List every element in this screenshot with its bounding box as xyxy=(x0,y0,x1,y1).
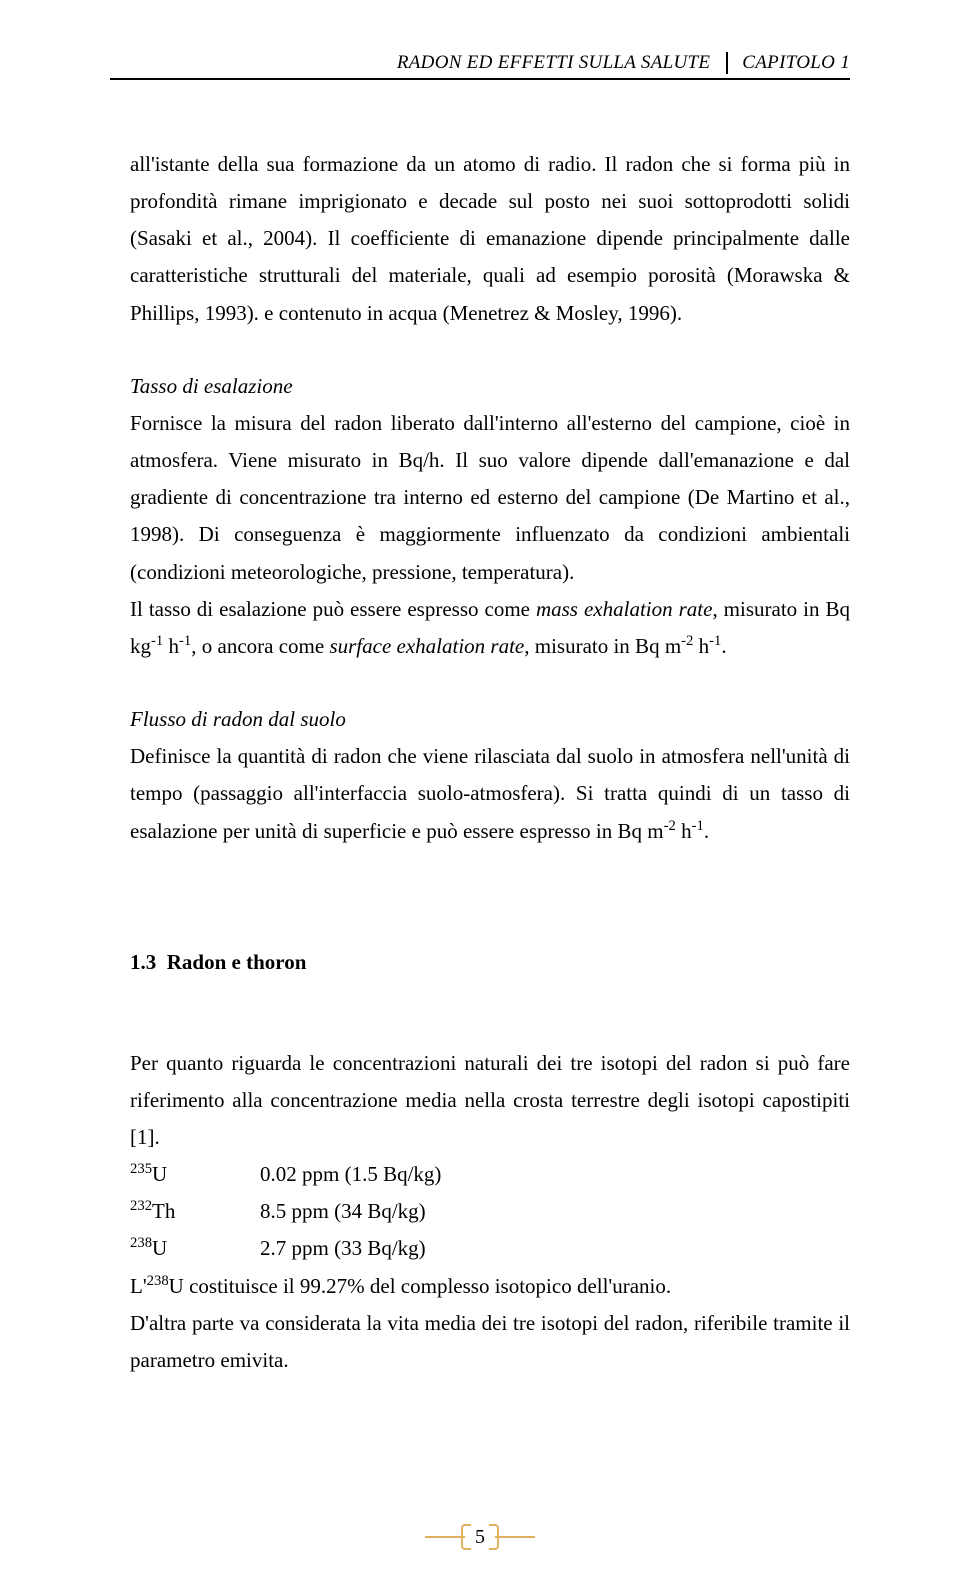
section-number: 1.3 xyxy=(130,950,156,974)
mass-number: 232 xyxy=(130,1198,152,1214)
isotope-value: 2.7 ppm (33 Bq/kg) xyxy=(260,1230,850,1267)
section-heading: 1.3 Radon e thoron xyxy=(130,950,850,975)
isotope-value: 0.02 ppm (1.5 Bq/kg) xyxy=(260,1156,850,1193)
element: U xyxy=(152,1162,167,1186)
superscript: -2 xyxy=(664,818,676,834)
mass-number: 238 xyxy=(130,1235,152,1251)
isotope-symbol: 232Th xyxy=(130,1193,260,1230)
page-number: 5 xyxy=(475,1526,485,1549)
text-fragment: h xyxy=(163,634,179,658)
italic-term: surface exhalation rate xyxy=(329,634,524,658)
page-header: RADON ED EFFETTI SULLA SALUTE CAPITOLO 1 xyxy=(130,52,850,74)
body-text: Fornisce la misura del radon liberato da… xyxy=(130,405,850,591)
subheading: Flusso di radon dal suolo xyxy=(130,701,850,738)
body-text: Il tasso di esalazione può essere espres… xyxy=(130,591,850,665)
body-text: D'altra parte va considerata la vita med… xyxy=(130,1305,850,1379)
superscript: -1 xyxy=(692,818,704,834)
superscript: -1 xyxy=(179,633,191,649)
body-text: Definisce la quantità di radon che viene… xyxy=(130,738,850,849)
mass-number: 235 xyxy=(130,1161,152,1177)
text-fragment: . xyxy=(704,819,709,843)
paragraph-block-3: Flusso di radon dal suolo Definisce la q… xyxy=(130,701,850,850)
header-section-title: RADON ED EFFETTI SULLA SALUTE xyxy=(397,52,710,74)
mass-number: 238 xyxy=(147,1273,169,1289)
isotope-symbol: 235U xyxy=(130,1156,260,1193)
paragraph-block-1: all'istante della sua formazione da un a… xyxy=(130,146,850,332)
page-number-wrap: 5 xyxy=(465,1522,495,1552)
text-fragment: h xyxy=(693,634,709,658)
isotope-value: 8.5 ppm (34 Bq/kg) xyxy=(260,1193,850,1230)
superscript: -1 xyxy=(709,633,721,649)
text-fragment: Il tasso di esalazione può essere espres… xyxy=(130,597,536,621)
header-rule xyxy=(110,78,850,80)
isotope-table: 235U 0.02 ppm (1.5 Bq/kg) 232Th 8.5 ppm … xyxy=(130,1156,850,1267)
element: U xyxy=(152,1236,167,1260)
page-footer: 5 xyxy=(0,1522,960,1552)
body-text: Per quanto riguarda le concentrazioni na… xyxy=(130,1045,850,1156)
text-fragment: Definisce la quantità di radon che viene… xyxy=(130,744,850,842)
body-text: all'istante della sua formazione da un a… xyxy=(130,146,850,332)
isotope-symbol: 238U xyxy=(130,1230,260,1267)
element: U xyxy=(169,1274,184,1298)
text-fragment: h xyxy=(676,819,692,843)
header-chapter: CAPITOLO 1 xyxy=(726,52,850,74)
text-fragment: , o ancora come xyxy=(191,634,329,658)
text-fragment: L' xyxy=(130,1274,147,1298)
text-fragment: , misurato in Bq m xyxy=(524,634,681,658)
superscript: -2 xyxy=(681,633,693,649)
italic-term: mass exhalation rate xyxy=(536,597,712,621)
superscript: -1 xyxy=(151,633,163,649)
subheading: Tasso di esalazione xyxy=(130,368,850,405)
body-text: L'238U costituisce il 99.27% del comples… xyxy=(130,1268,850,1305)
text-fragment: costituisce il 99.27% del complesso isot… xyxy=(184,1274,671,1298)
page-content: RADON ED EFFETTI SULLA SALUTE CAPITOLO 1… xyxy=(0,0,960,1379)
footer-ornament-line xyxy=(425,1536,465,1538)
text-fragment: . xyxy=(721,634,726,658)
section-title-text: Radon e thoron xyxy=(167,950,307,974)
footer-ornament-line xyxy=(495,1536,535,1538)
element: Th xyxy=(152,1199,175,1223)
paragraph-block-2: Tasso di esalazione Fornisce la misura d… xyxy=(130,368,850,665)
